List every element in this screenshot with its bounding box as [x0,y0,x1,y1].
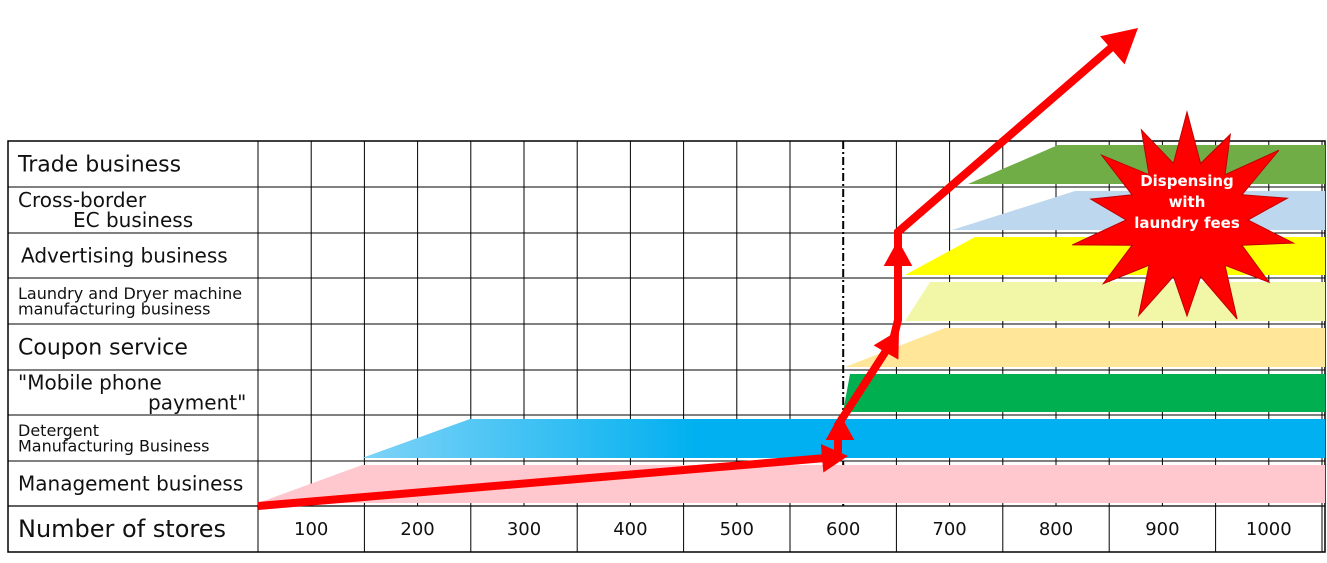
callout-starburst: Dispensing with laundry fees [1072,110,1296,320]
starburst-shape [1072,110,1296,320]
row-label-2-line-1: Cross-border [18,188,147,212]
growth-arrow [257,28,1138,510]
tick-100: 100 [294,519,328,540]
band-row-8 [258,465,1325,503]
row-label-2-line-2: EC business [73,208,193,232]
tick-1000: 1000 [1246,519,1292,540]
tick-500: 500 [720,519,754,540]
row-label-3-line-1: Advertising business [21,244,228,268]
row-label-6-line-1: "Mobile phone [18,371,162,395]
row-label-5-line-1: Coupon service [18,336,188,361]
row-label-1-line-1: Trade business [17,153,181,178]
arrowhead [820,444,848,473]
row-label-6-line-2: payment" [148,390,246,414]
callout-line-3: laundry fees [1134,214,1240,232]
axis-label: Number of stores [18,515,226,543]
row-label-7-line-2: Manufacturing Business [18,436,210,455]
tick-800: 800 [1039,519,1073,540]
row-label-7-line-1: Detergent [18,421,99,440]
tick-700: 700 [932,519,966,540]
arrowhead [1100,28,1138,65]
tick-200: 200 [400,519,434,540]
callout-line-2: with [1169,193,1206,211]
row-label-8-line-1: Management business [18,472,243,496]
band-row-6 [843,374,1325,412]
band-row-5 [845,328,1325,367]
row-label-4-line-2: manufacturing business [18,299,210,318]
tick-400: 400 [613,519,647,540]
tick-600: 600 [826,519,860,540]
arrowhead [825,414,855,440]
arrowhead [883,240,913,266]
store-count-axis: Number of stores 100 200 300 400 500 600 700 80… [18,515,1292,543]
tick-900: 900 [1145,519,1179,540]
tick-300: 300 [507,519,541,540]
band-row-4 [905,282,1325,321]
row-label-4-line-1: Laundry and Dryer machine [18,284,242,303]
arrowhead [873,330,899,360]
callout-line-1: Dispensing [1140,172,1234,190]
